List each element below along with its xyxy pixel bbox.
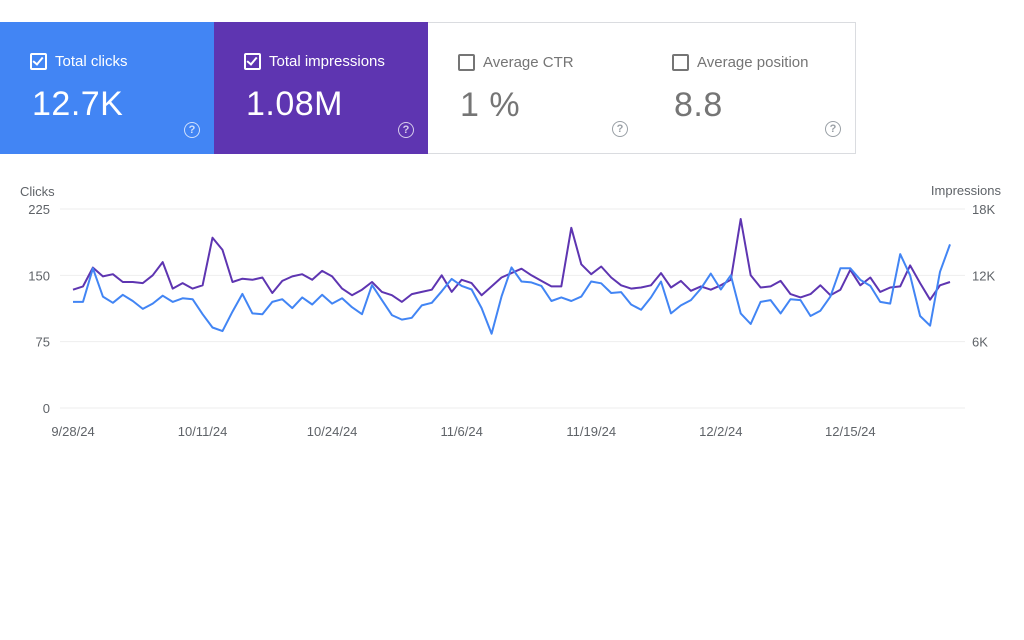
left-tick-label: 0	[43, 401, 50, 416]
right-tick-label: 6K	[972, 335, 988, 350]
x-tick-label: 9/28/24	[51, 424, 94, 439]
checkbox-unchecked-icon[interactable]	[672, 54, 689, 71]
metric-card-header: Average position	[672, 54, 808, 71]
metric-value: 1.08M	[246, 85, 343, 123]
right-tick-label: 12K	[972, 268, 995, 283]
left-tick-label: 225	[28, 202, 50, 217]
metric-value: 8.8	[674, 86, 723, 124]
left-axis-ticks: 225 150 75 0	[28, 202, 50, 416]
help-icon[interactable]: ?	[612, 121, 628, 137]
right-axis-title: Impressions	[931, 183, 1002, 198]
metric-label: Average position	[697, 54, 809, 71]
x-tick-label: 12/15/24	[825, 424, 876, 439]
impressions-series-line	[72, 218, 951, 303]
metric-card-clicks[interactable]: Total clicks 12.7K ?	[0, 22, 214, 154]
metric-cards: Total clicks 12.7K ? Total impressions 1…	[0, 22, 856, 154]
metric-card-impressions[interactable]: Total impressions 1.08M ?	[214, 22, 428, 154]
help-icon[interactable]: ?	[184, 122, 200, 138]
checkbox-checked-icon[interactable]	[30, 53, 47, 70]
metric-value: 1 %	[460, 86, 521, 124]
left-axis-title: Clicks	[20, 184, 55, 199]
x-tick-label: 12/2/24	[699, 424, 742, 439]
metric-card-position[interactable]: Average position 8.8 ?	[642, 22, 856, 154]
metric-label: Total impressions	[269, 53, 385, 70]
performance-chart: Clicks Impressions 225 150 75 0 18K 12K 6K 9/…	[20, 183, 1002, 439]
x-tick-label: 10/24/24	[307, 424, 358, 439]
chart-grid	[60, 208, 965, 409]
right-tick-label: 18K	[972, 202, 995, 217]
left-tick-label: 75	[36, 335, 50, 350]
x-tick-label: 10/11/24	[178, 424, 228, 439]
metric-card-header: Total clicks	[30, 53, 128, 70]
x-tick-label: 11/6/24	[440, 424, 482, 439]
right-axis-ticks: 18K 12K 6K	[972, 202, 995, 350]
checkbox-checked-icon[interactable]	[244, 53, 261, 70]
metric-label: Total clicks	[55, 53, 128, 70]
metric-value: 12.7K	[32, 85, 124, 123]
left-tick-label: 150	[28, 268, 50, 283]
metric-card-header: Total impressions	[244, 53, 385, 70]
help-icon[interactable]: ?	[398, 122, 414, 138]
chart-series	[72, 218, 951, 335]
x-tick-label: 11/19/24	[566, 424, 616, 439]
clicks-series-line	[73, 244, 951, 335]
metric-label: Average CTR	[483, 54, 574, 71]
help-icon[interactable]: ?	[825, 121, 841, 137]
checkbox-unchecked-icon[interactable]	[458, 54, 475, 71]
metric-card-ctr[interactable]: Average CTR 1 % ?	[428, 22, 642, 154]
metric-card-header: Average CTR	[458, 54, 574, 71]
x-axis-ticks: 9/28/24 10/11/24 10/24/24 11/6/24 11/19/24 12…	[51, 424, 875, 439]
